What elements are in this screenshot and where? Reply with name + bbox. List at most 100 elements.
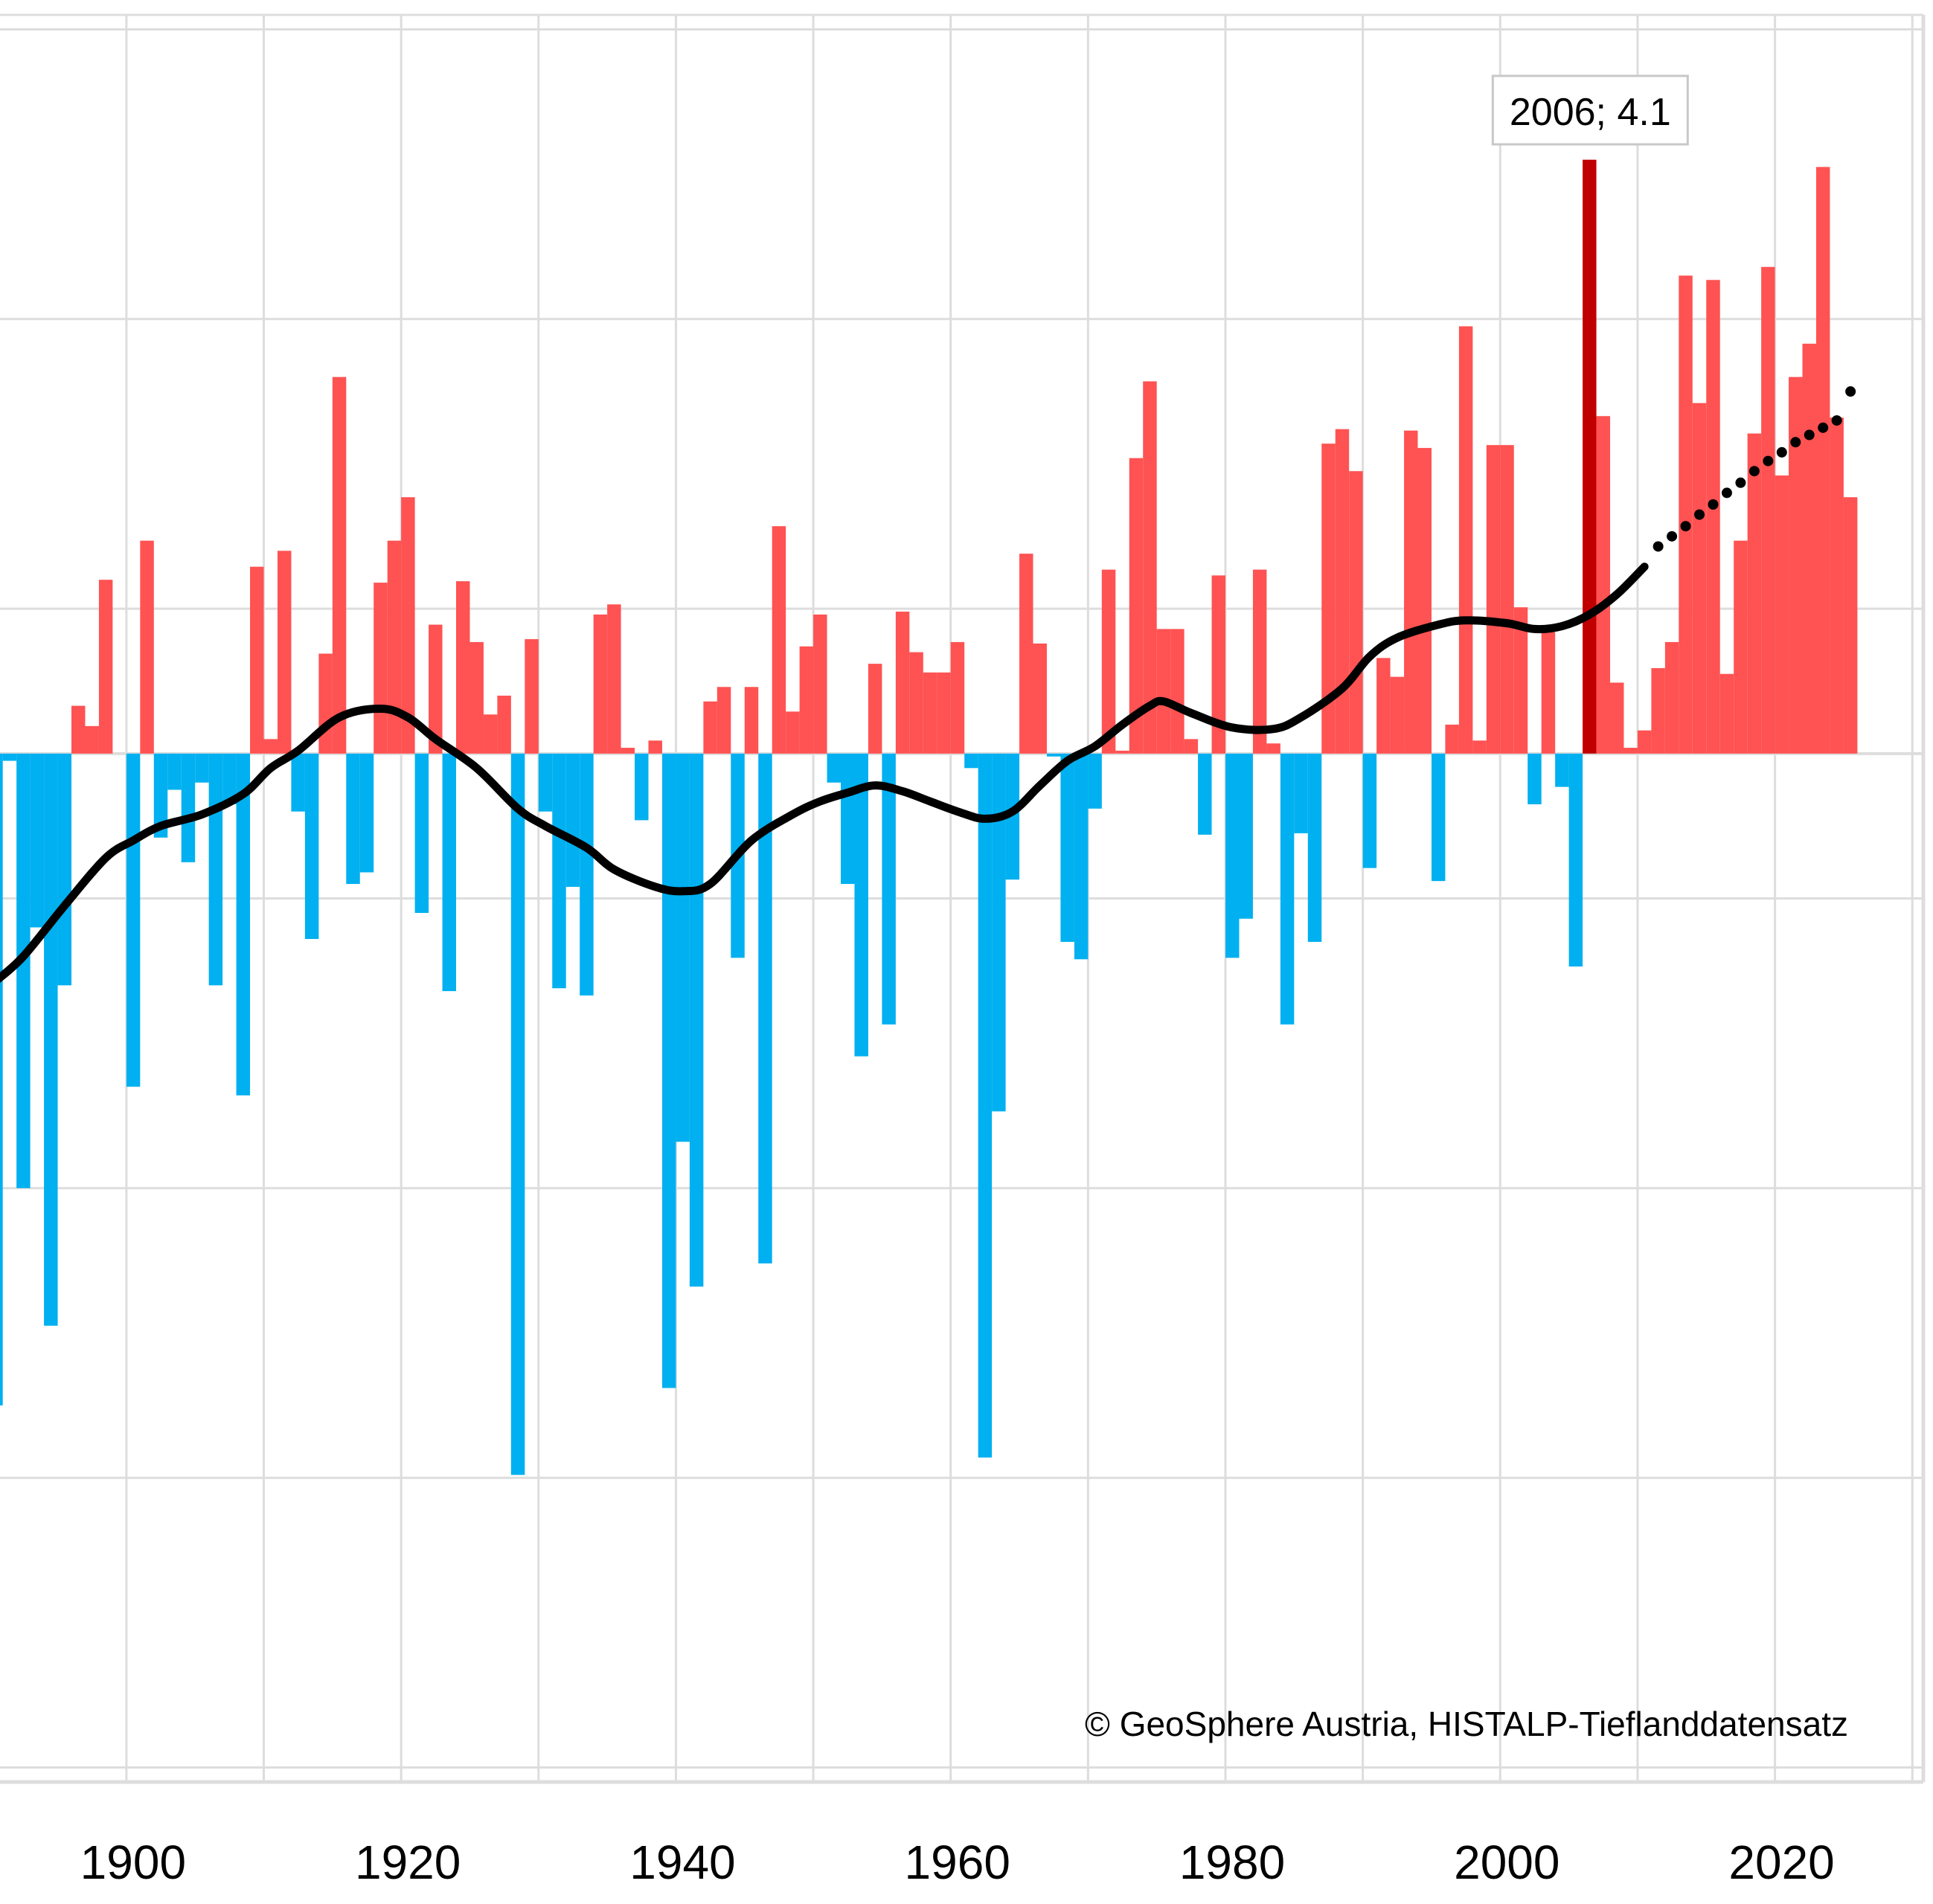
bar-1945 <box>744 687 759 754</box>
grid <box>0 13 1926 1784</box>
bar-2008 <box>1610 682 1624 754</box>
bar-1997 <box>1458 326 1473 754</box>
bar-2003 <box>1541 632 1556 754</box>
bar-1934 <box>593 614 608 754</box>
bar-1970 <box>1088 753 1102 809</box>
bar-1929 <box>525 639 539 754</box>
bar-1976 <box>1170 629 1185 754</box>
bar-1986 <box>1307 753 1322 942</box>
bar-1913 <box>304 753 319 940</box>
bar-2017 <box>1734 540 1748 754</box>
bar-1955 <box>882 753 896 1025</box>
bar-1930 <box>538 753 553 812</box>
provisional-trend-dot <box>1721 487 1732 499</box>
bar-1921 <box>414 753 429 913</box>
bar-1906 <box>208 753 223 986</box>
provisional-trend-dot <box>1790 437 1801 448</box>
bar-1968 <box>1060 753 1074 942</box>
bar-1916 <box>346 753 360 885</box>
bar-1918 <box>374 583 388 754</box>
bar-1898 <box>98 580 113 754</box>
bar-1893 <box>30 753 45 928</box>
bar-1998 <box>1472 740 1487 754</box>
bar-2016 <box>1719 673 1734 754</box>
bar-1983 <box>1266 743 1280 754</box>
bar-1949 <box>799 646 814 754</box>
bar-1928 <box>510 753 525 1475</box>
bar-1977 <box>1184 739 1199 754</box>
bar-2018 <box>1747 433 1762 754</box>
bar-1926 <box>483 714 498 754</box>
bar-1981 <box>1239 753 1253 919</box>
bar-1969 <box>1074 753 1089 960</box>
bar-2001 <box>1513 607 1528 754</box>
bar-1966 <box>1033 643 1047 754</box>
bar-1962 <box>978 753 993 1458</box>
provisional-trend-dot <box>1776 446 1787 458</box>
bar-1917 <box>359 753 374 873</box>
bar-2012 <box>1664 641 1679 754</box>
bar-1963 <box>992 753 1006 1112</box>
bar-1984 <box>1280 753 1295 1025</box>
bar-1911 <box>277 551 292 754</box>
bar-1942 <box>703 701 717 754</box>
bar-1900 <box>126 753 141 1087</box>
bar-1892 <box>16 753 31 1188</box>
x-tick-label-1940: 1940 <box>629 1836 735 1889</box>
annotation-label: 2006; 4.1 <box>1510 91 1671 134</box>
bar-1901 <box>140 540 154 754</box>
bar-1999 <box>1486 445 1501 754</box>
provisional-trend-dot <box>1680 521 1691 532</box>
bar-1994 <box>1417 448 1432 754</box>
smoothed-trend-line <box>0 562 1649 983</box>
bar-1891 <box>2 753 17 761</box>
bar-1957 <box>909 652 923 754</box>
bar-1954 <box>868 664 882 754</box>
bar-1933 <box>580 753 594 996</box>
bar-1961 <box>964 753 978 769</box>
bar-1935 <box>607 604 621 754</box>
bar-1950 <box>813 614 827 754</box>
bar-1939 <box>661 753 676 1388</box>
bar-1973 <box>1129 458 1144 754</box>
provisional-trend-dot <box>1804 429 1815 440</box>
x-tick-label-2000: 2000 <box>1454 1836 1559 1889</box>
bar-1920 <box>401 497 415 754</box>
bar-1941 <box>689 753 704 1287</box>
bar-1958 <box>923 672 937 754</box>
bar-2024 <box>1830 417 1844 754</box>
bar-1992 <box>1390 676 1405 754</box>
bar-1988 <box>1335 429 1350 754</box>
bar-1909 <box>250 566 264 754</box>
bar-1967 <box>1046 753 1061 757</box>
bar-1974 <box>1143 381 1157 754</box>
bar-1915 <box>332 376 347 754</box>
bar-1953 <box>854 753 868 1057</box>
provisional-trend-dot <box>1667 531 1678 542</box>
bar-1952 <box>841 753 855 885</box>
provisional-trend-dot <box>1694 509 1705 520</box>
bar-1897 <box>85 725 99 754</box>
bar-1927 <box>497 695 511 754</box>
x-axis: 1900 1920 1940 1960 1980 2000 2020 <box>80 1836 1835 1889</box>
anomaly-bars <box>0 159 1858 1475</box>
bar-1948 <box>786 711 800 754</box>
x-tick-label-1920: 1920 <box>355 1836 461 1889</box>
bar-1979 <box>1211 575 1226 754</box>
bar-1989 <box>1349 471 1363 754</box>
provisional-trend-dot <box>1845 386 1856 397</box>
provisional-trend-dot <box>1652 541 1664 552</box>
bar-1971 <box>1101 569 1116 754</box>
bar-2019 <box>1761 266 1775 754</box>
bar-2013 <box>1679 275 1693 754</box>
bar-1896 <box>71 705 86 754</box>
provisional-trend-dot <box>1735 477 1746 488</box>
x-tick-label-1960: 1960 <box>905 1836 1010 1889</box>
bar-1903 <box>167 753 182 790</box>
bar-1947 <box>772 526 786 754</box>
bar-1931 <box>552 753 566 989</box>
bar-1894 <box>44 753 58 1326</box>
bar-1965 <box>1019 554 1033 754</box>
bar-1932 <box>565 753 580 887</box>
